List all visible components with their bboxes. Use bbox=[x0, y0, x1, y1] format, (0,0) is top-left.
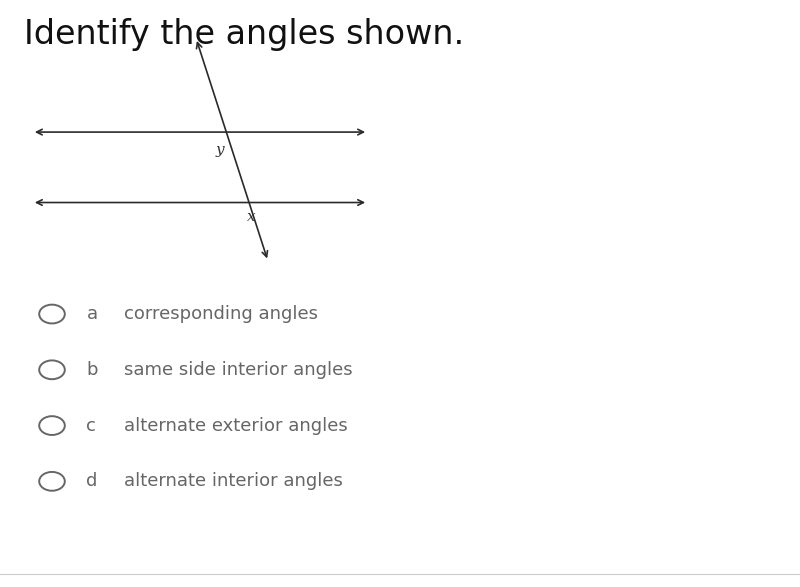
Text: d: d bbox=[86, 473, 98, 490]
Text: c: c bbox=[86, 417, 96, 434]
Text: same side interior angles: same side interior angles bbox=[124, 361, 353, 379]
Text: alternate interior angles: alternate interior angles bbox=[124, 473, 343, 490]
Text: y: y bbox=[216, 143, 225, 157]
Text: alternate exterior angles: alternate exterior angles bbox=[124, 417, 348, 434]
Text: x: x bbox=[247, 210, 256, 224]
Text: a: a bbox=[86, 305, 98, 323]
Text: Identify the angles shown.: Identify the angles shown. bbox=[24, 18, 464, 50]
Text: corresponding angles: corresponding angles bbox=[124, 305, 318, 323]
Text: b: b bbox=[86, 361, 98, 379]
